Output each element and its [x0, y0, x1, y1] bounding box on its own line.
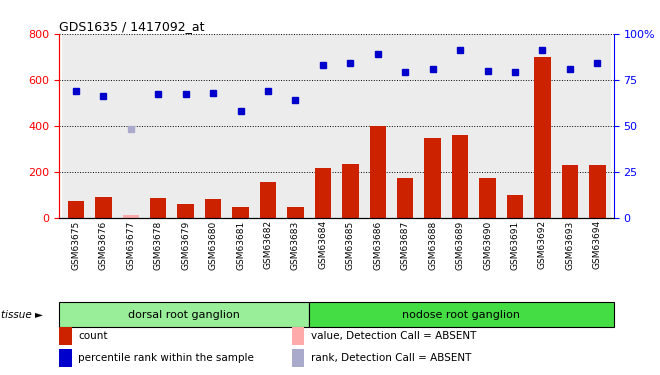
Bar: [502, 34, 529, 218]
Bar: [59, 349, 71, 367]
Bar: [287, 207, 304, 218]
Bar: [424, 138, 441, 218]
Bar: [117, 34, 145, 218]
Bar: [199, 34, 227, 218]
Bar: [145, 34, 172, 218]
Bar: [90, 34, 117, 218]
Bar: [507, 195, 523, 217]
Bar: [583, 34, 611, 218]
Bar: [123, 215, 139, 217]
Bar: [254, 34, 282, 218]
Bar: [391, 34, 419, 218]
Bar: [364, 34, 391, 218]
Bar: [337, 34, 364, 218]
Bar: [315, 168, 331, 217]
Bar: [178, 204, 194, 218]
Bar: [62, 34, 90, 218]
Text: tissue ►: tissue ►: [1, 310, 43, 320]
Bar: [282, 34, 309, 218]
Bar: [172, 34, 199, 218]
Bar: [479, 178, 496, 218]
Bar: [397, 178, 413, 218]
Bar: [59, 302, 309, 327]
Bar: [589, 165, 606, 218]
Bar: [446, 34, 474, 218]
Text: count: count: [79, 331, 108, 341]
Bar: [95, 197, 112, 217]
Text: dorsal root ganglion: dorsal root ganglion: [128, 310, 240, 320]
Bar: [452, 135, 469, 218]
Bar: [342, 164, 358, 218]
Bar: [292, 349, 304, 367]
Bar: [534, 57, 550, 217]
Bar: [419, 34, 446, 218]
Bar: [260, 182, 277, 218]
Bar: [529, 34, 556, 218]
Bar: [59, 327, 71, 345]
Bar: [232, 207, 249, 218]
Bar: [309, 34, 337, 218]
Text: GDS1635 / 1417092_at: GDS1635 / 1417092_at: [59, 20, 205, 33]
Bar: [370, 126, 386, 218]
Bar: [227, 34, 254, 218]
Bar: [562, 165, 578, 218]
Text: value, Detection Call = ABSENT: value, Detection Call = ABSENT: [311, 331, 477, 341]
Bar: [205, 199, 221, 217]
Text: nodose root ganglion: nodose root ganglion: [403, 310, 520, 320]
Bar: [309, 302, 614, 327]
Bar: [292, 327, 304, 345]
Bar: [556, 34, 583, 218]
Text: percentile rank within the sample: percentile rank within the sample: [79, 353, 254, 363]
Bar: [67, 201, 84, 217]
Bar: [474, 34, 502, 218]
Text: rank, Detection Call = ABSENT: rank, Detection Call = ABSENT: [311, 353, 471, 363]
Bar: [150, 198, 166, 217]
